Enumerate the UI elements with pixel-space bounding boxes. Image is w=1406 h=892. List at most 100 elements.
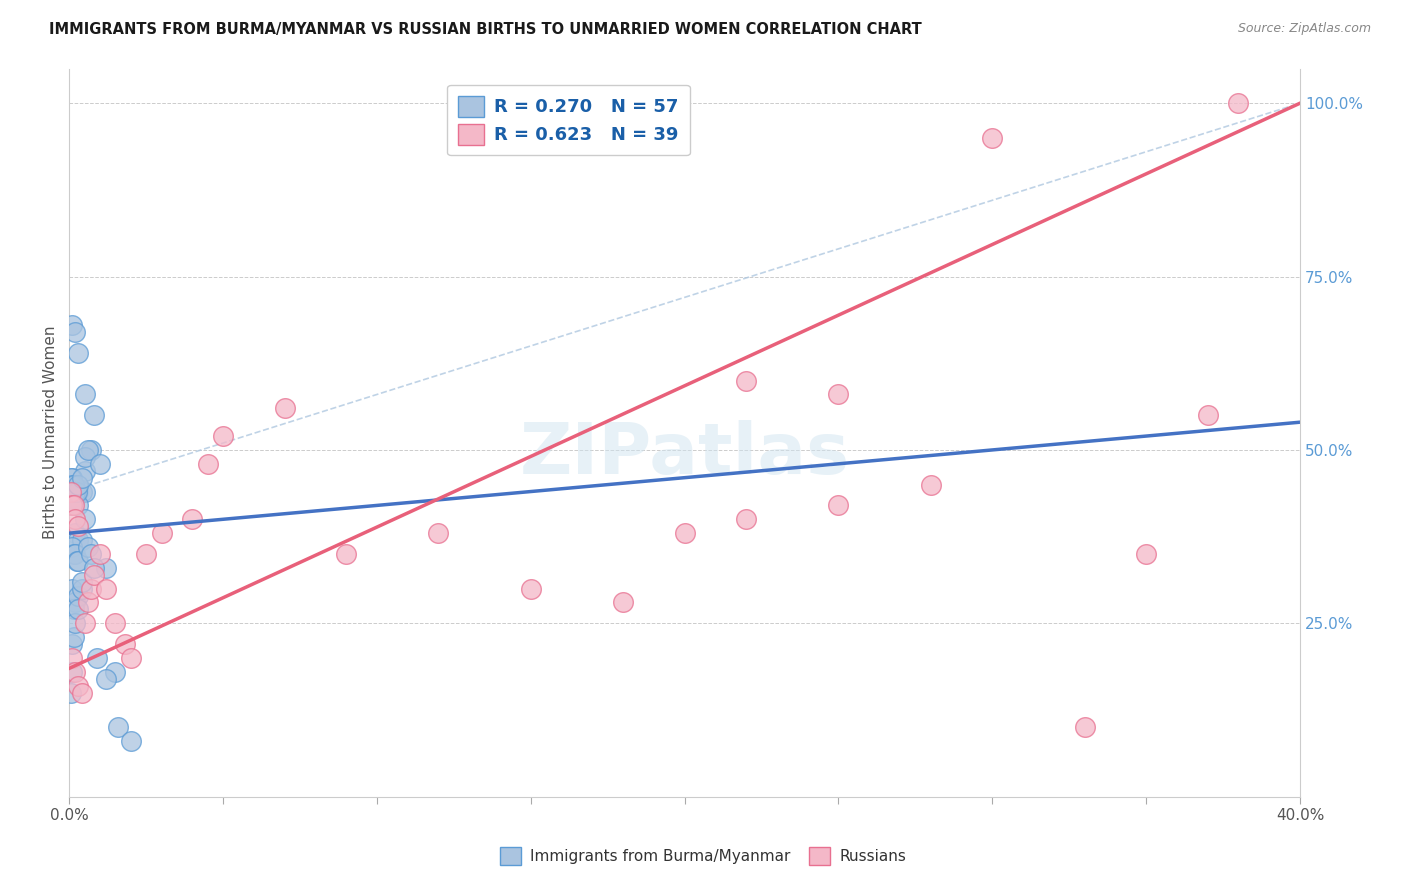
Point	[66, 554, 89, 568]
Point	[73, 450, 96, 464]
Point	[60, 484, 83, 499]
Point	[920, 477, 942, 491]
Point	[73, 464, 96, 478]
Point	[83, 567, 105, 582]
Point	[67, 499, 90, 513]
Point	[63, 547, 86, 561]
Point	[60, 665, 83, 679]
Point	[65, 512, 87, 526]
Point	[135, 547, 157, 561]
Point	[60, 499, 83, 513]
Point	[212, 429, 235, 443]
Point	[67, 589, 90, 603]
Point	[67, 602, 90, 616]
Point	[89, 547, 111, 561]
Point	[1227, 96, 1250, 111]
Point	[104, 616, 127, 631]
Point	[67, 519, 90, 533]
Point	[70, 533, 93, 547]
Point	[673, 526, 696, 541]
Point	[80, 582, 103, 596]
Point	[59, 471, 82, 485]
Text: ZIPatlas: ZIPatlas	[520, 420, 849, 489]
Point	[73, 484, 96, 499]
Point	[67, 679, 90, 693]
Point	[76, 540, 98, 554]
Point	[63, 477, 86, 491]
Point	[107, 720, 129, 734]
Legend: Immigrants from Burma/Myanmar, Russians: Immigrants from Burma/Myanmar, Russians	[494, 841, 912, 871]
Point	[73, 616, 96, 631]
Point	[197, 457, 219, 471]
Point	[60, 637, 83, 651]
Point	[65, 616, 87, 631]
Point	[335, 547, 357, 561]
Point	[63, 630, 86, 644]
Point	[80, 547, 103, 561]
Point	[65, 665, 87, 679]
Point	[827, 499, 849, 513]
Point	[67, 533, 90, 547]
Point	[63, 602, 86, 616]
Point	[735, 374, 758, 388]
Point	[83, 561, 105, 575]
Point	[67, 346, 90, 360]
Point	[181, 512, 204, 526]
Y-axis label: Births to Unmarried Women: Births to Unmarried Women	[44, 326, 58, 540]
Point	[65, 325, 87, 339]
Point	[273, 401, 295, 416]
Point	[59, 686, 82, 700]
Point	[120, 651, 142, 665]
Point	[65, 484, 87, 499]
Point	[120, 734, 142, 748]
Point	[65, 526, 87, 541]
Point	[86, 651, 108, 665]
Text: Source: ZipAtlas.com: Source: ZipAtlas.com	[1237, 22, 1371, 36]
Point	[70, 686, 93, 700]
Point	[96, 672, 118, 686]
Point	[67, 554, 90, 568]
Point	[59, 484, 82, 499]
Point	[735, 512, 758, 526]
Point	[83, 409, 105, 423]
Point	[66, 484, 89, 499]
Point	[612, 595, 634, 609]
Point	[73, 387, 96, 401]
Point	[63, 499, 86, 513]
Point	[1135, 547, 1157, 561]
Point	[80, 442, 103, 457]
Point	[150, 526, 173, 541]
Point	[70, 484, 93, 499]
Point	[520, 582, 543, 596]
Point	[73, 512, 96, 526]
Point	[60, 318, 83, 332]
Point	[65, 595, 87, 609]
Point	[76, 595, 98, 609]
Point	[60, 499, 83, 513]
Point	[60, 582, 83, 596]
Point	[1073, 720, 1095, 734]
Point	[65, 547, 87, 561]
Text: IMMIGRANTS FROM BURMA/MYANMAR VS RUSSIAN BIRTHS TO UNMARRIED WOMEN CORRELATION C: IMMIGRANTS FROM BURMA/MYANMAR VS RUSSIAN…	[49, 22, 922, 37]
Point	[96, 582, 118, 596]
Point	[70, 471, 93, 485]
Point	[827, 387, 849, 401]
Point	[60, 491, 83, 506]
Point	[427, 526, 450, 541]
Point	[70, 582, 93, 596]
Point	[1197, 409, 1219, 423]
Point	[76, 442, 98, 457]
Point	[60, 540, 83, 554]
Point	[67, 477, 90, 491]
Point	[981, 131, 1004, 145]
Point	[67, 484, 90, 499]
Point	[65, 484, 87, 499]
Point	[60, 651, 83, 665]
Point	[60, 471, 83, 485]
Point	[104, 665, 127, 679]
Point	[65, 491, 87, 506]
Point	[96, 561, 118, 575]
Point	[70, 574, 93, 589]
Point	[89, 457, 111, 471]
Point	[60, 477, 83, 491]
